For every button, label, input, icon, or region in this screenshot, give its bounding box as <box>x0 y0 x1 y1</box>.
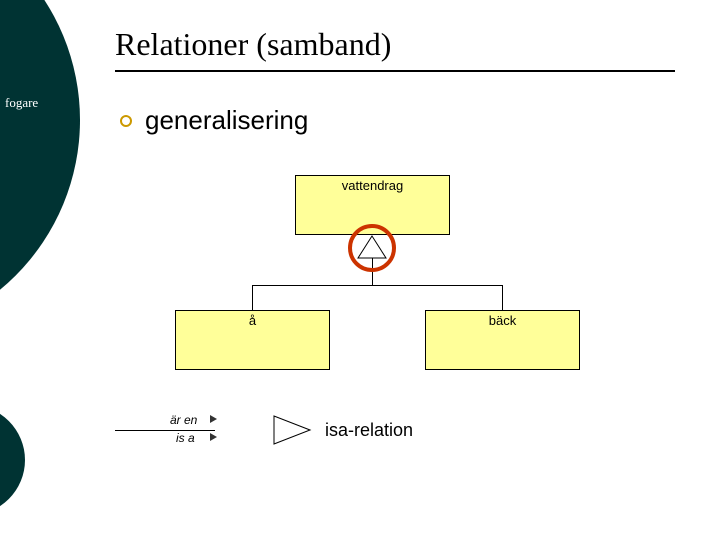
legend-marker-1 <box>210 433 217 441</box>
legend-label-1: is a <box>176 431 195 445</box>
title-underline <box>115 70 675 72</box>
connector-hbar <box>252 285 503 286</box>
uml-child-box-0: å <box>175 310 330 370</box>
legend-hollow-triangle <box>0 0 1 1</box>
legend-marker-0 <box>210 415 217 423</box>
corner-label: fogare <box>5 95 38 111</box>
legend-caption: isa-relation <box>325 420 413 441</box>
legend-hollow-triangle-shape <box>274 416 310 444</box>
connector-drop-left <box>252 285 253 310</box>
connector-drop-right <box>502 285 503 310</box>
legend-line <box>115 430 215 431</box>
decor-circle-small <box>0 405 25 515</box>
generalization-triangle-shape <box>358 236 386 258</box>
legend-label-0: är en <box>170 413 197 427</box>
bullet-icon <box>120 115 132 127</box>
page-title: Relationer (samband) <box>115 26 391 63</box>
bullet-text: generalisering <box>145 105 308 136</box>
uml-child-box-1: bäck <box>425 310 580 370</box>
decor-circle-large <box>0 0 80 340</box>
